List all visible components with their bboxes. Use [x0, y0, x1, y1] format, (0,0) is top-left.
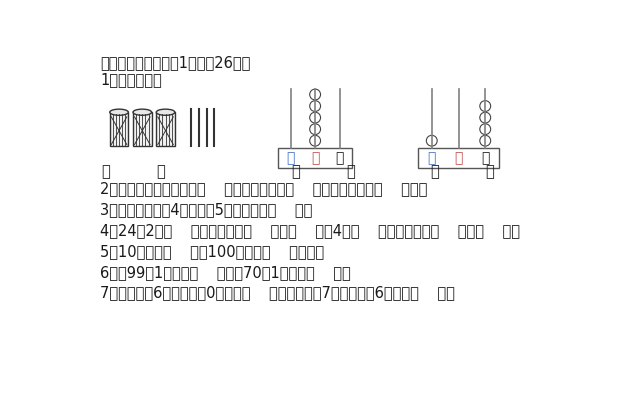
Circle shape — [480, 124, 491, 135]
Circle shape — [427, 135, 437, 146]
Bar — [418, 148, 499, 168]
Text: （          ）: （ ） — [432, 164, 495, 180]
Text: 一、填一填。（每空1分，全26分）: 一、填一填。（每空1分，全26分） — [100, 55, 251, 70]
Circle shape — [310, 112, 321, 123]
Text: （          ）: （ ） — [292, 164, 355, 180]
Bar — [278, 148, 352, 168]
Text: 百: 百 — [428, 151, 436, 165]
Text: 百: 百 — [287, 151, 295, 165]
Text: 十: 十 — [311, 151, 319, 165]
Text: 个: 个 — [335, 151, 344, 165]
Ellipse shape — [110, 109, 129, 115]
FancyBboxPatch shape — [110, 112, 129, 146]
Circle shape — [310, 124, 321, 135]
Ellipse shape — [156, 109, 175, 115]
Text: 5、10个十是（    ），100里面有（    ）个一。: 5、10个十是（ ），100里面有（ ）个一。 — [100, 244, 324, 259]
Text: （          ）: （ ） — [102, 164, 166, 180]
FancyBboxPatch shape — [133, 112, 152, 146]
Text: 2、从右边起，第一位是（    ）位，第二位是（    ）位，百位是第（    ）位。: 2、从右边起，第一位是（ ）位，第二位是（ ）位，百位是第（ ）位。 — [100, 182, 428, 196]
Circle shape — [310, 101, 321, 111]
FancyBboxPatch shape — [156, 112, 175, 146]
Ellipse shape — [133, 109, 152, 115]
Text: 4、24的2在（    ）位上，表示（    ）个（    ），4在（    ）位上，表示（    ）个（    ）。: 4、24的2在（ ）位上，表示（ ）个（ ），4在（ ）位上，表示（ ）个（ ）… — [100, 223, 520, 238]
Text: 7、十位上是6，个位上是0的数是（    ）；个位上是7，十位上是6的数是（    ）。: 7、十位上是6，个位上是0的数是（ ）；个位上是7，十位上是6的数是（ ）。 — [100, 285, 455, 301]
Text: 个: 个 — [481, 151, 490, 165]
Text: 1、看图写数。: 1、看图写数。 — [100, 72, 162, 87]
Circle shape — [310, 89, 321, 100]
Circle shape — [310, 135, 321, 146]
Text: 十: 十 — [454, 151, 462, 165]
Circle shape — [480, 135, 491, 146]
Text: 3、一个数十位是4，个位是5，这个数是（    ）。: 3、一个数十位是4，个位是5，这个数是（ ）。 — [100, 202, 313, 217]
Circle shape — [480, 112, 491, 123]
Text: 6、比99多1的数是（    ），比70少1的数是（    ）。: 6、比99多1的数是（ ），比70少1的数是（ ）。 — [100, 265, 351, 280]
Circle shape — [480, 101, 491, 111]
